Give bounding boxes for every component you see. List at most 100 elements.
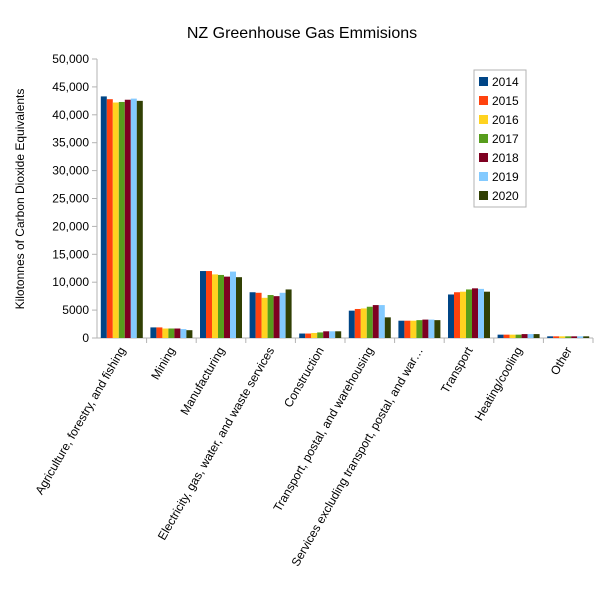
bar <box>305 333 312 338</box>
legend-label: 2014 <box>492 75 519 89</box>
legend-swatch <box>479 191 488 200</box>
bar <box>527 334 534 338</box>
bar <box>335 331 342 338</box>
bar <box>547 336 554 338</box>
bar <box>162 328 169 338</box>
bar <box>156 327 163 338</box>
x-category-label: Mining <box>148 345 178 383</box>
bar <box>100 96 107 338</box>
bar <box>261 297 268 338</box>
y-tick-label: 50,000 <box>52 52 89 66</box>
bar <box>168 328 175 338</box>
bar <box>348 310 355 338</box>
legend-swatch <box>479 77 488 86</box>
bar <box>206 271 212 338</box>
legend-label: 2017 <box>492 132 519 146</box>
bar <box>484 291 490 338</box>
bar <box>497 334 504 338</box>
bar <box>378 305 385 338</box>
bar <box>118 101 125 338</box>
y-tick-label: 35,000 <box>52 136 89 150</box>
x-category-label: Construction <box>281 345 327 410</box>
bar <box>106 99 113 339</box>
y-tick-label: 45,000 <box>52 80 89 94</box>
bar <box>571 336 578 338</box>
chart-title: NZ Greenhouse Gas Emmisions <box>187 25 417 42</box>
plot-area <box>96 59 593 339</box>
bar <box>236 277 242 338</box>
bar <box>366 306 373 338</box>
x-category-label: Agriculture, forestry, and fishing <box>32 345 128 497</box>
bar <box>150 327 157 338</box>
x-category-label: Electricity, gas, water, and waste servi… <box>155 345 277 543</box>
bar <box>255 292 262 338</box>
bar <box>472 288 478 338</box>
legend-swatch <box>479 134 488 143</box>
bar <box>249 292 256 338</box>
bar <box>267 295 274 338</box>
legend-label: 2016 <box>492 113 519 127</box>
bar <box>311 332 318 338</box>
bar <box>398 320 405 338</box>
bar <box>478 288 484 338</box>
bar <box>434 320 441 338</box>
bar <box>329 331 336 338</box>
bar <box>230 271 236 338</box>
bar <box>384 317 391 338</box>
legend-swatch <box>479 172 488 181</box>
bar <box>565 336 572 338</box>
legend-swatch <box>479 115 488 124</box>
x-category-label: Transport <box>438 344 476 396</box>
bar <box>416 320 423 338</box>
legend-label: 2018 <box>492 151 519 165</box>
legend-swatch <box>479 96 488 105</box>
legend-label: 2015 <box>492 94 519 108</box>
bar <box>279 292 286 338</box>
bar <box>410 320 417 338</box>
y-tick-label: 15,000 <box>52 247 89 261</box>
legend: 2014 2015 2016 2017 2018 2019 2020 <box>473 69 527 208</box>
legend-swatch <box>479 153 488 162</box>
bar <box>460 291 466 338</box>
x-category-label: Transport, postal, and warehousing <box>270 345 376 515</box>
bar <box>136 100 143 338</box>
bar <box>224 276 230 338</box>
bar <box>130 98 137 339</box>
y-tick-label: 20,000 <box>52 219 89 233</box>
bar <box>515 334 522 338</box>
bar <box>174 328 181 338</box>
bar <box>285 289 292 338</box>
bar <box>466 289 472 338</box>
bar <box>583 336 590 338</box>
bar <box>454 292 460 338</box>
x-category-label: Other <box>548 345 575 378</box>
bar <box>273 296 280 338</box>
y-tick-label: 10,000 <box>52 275 89 289</box>
bar <box>323 331 330 338</box>
y-tick-label: 5000 <box>62 303 89 317</box>
bar <box>509 334 516 338</box>
y-tick-label: 25,000 <box>52 192 89 206</box>
bar <box>521 334 528 338</box>
legend-label: 2020 <box>492 189 519 203</box>
bar <box>533 334 540 338</box>
bar <box>124 99 131 338</box>
bar <box>200 271 206 338</box>
bar <box>559 336 566 338</box>
bar <box>553 336 560 338</box>
x-axis-categories: Agriculture, forestry, and fishing Mining… <box>32 338 594 569</box>
bar <box>404 320 411 338</box>
bar <box>428 319 435 338</box>
bar <box>360 308 367 338</box>
bar <box>186 330 193 338</box>
y-tick-label: 40,000 <box>52 108 89 122</box>
x-category-label: Heating/cooling <box>472 345 525 424</box>
y-tick-label: 0 <box>82 331 89 345</box>
y-tick-label: 30,000 <box>52 164 89 178</box>
bar <box>218 274 224 338</box>
bar <box>422 319 429 338</box>
bar <box>212 274 218 338</box>
y-axis-ticks: 0 5000 10,000 15,000 20,000 25,000 30,000 35,00… <box>52 52 97 345</box>
bar <box>503 334 510 338</box>
